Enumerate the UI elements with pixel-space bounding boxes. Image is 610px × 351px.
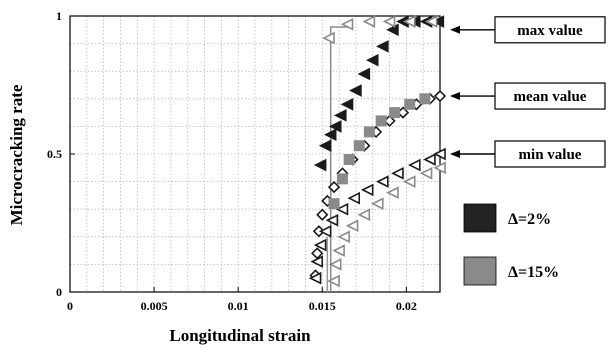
data-point: [375, 115, 387, 127]
x-tick-label: 0.005: [141, 299, 168, 313]
data-point: [328, 120, 342, 133]
y-axis-title: Microcracking rate: [7, 84, 26, 225]
data-point: [402, 15, 416, 28]
callouts: max value mean value min value: [450, 16, 606, 168]
data-point: [316, 208, 329, 221]
data-point: [389, 107, 401, 119]
callout-label: mean value: [514, 89, 587, 105]
data-point: [333, 109, 347, 122]
y-tick-label: 0: [56, 285, 62, 299]
callout-box: [494, 82, 606, 110]
x-tick-label: 0.01: [228, 299, 249, 313]
data-points: [308, 15, 447, 288]
x-tick-label: 0.015: [309, 299, 336, 313]
legend-label: Δ=2%: [508, 211, 551, 228]
data-point: [391, 167, 404, 180]
data-point: [325, 213, 339, 227]
data-point: [349, 84, 362, 97]
data-point: [322, 31, 335, 45]
data-point: [313, 158, 327, 172]
data-point: [340, 17, 354, 31]
callout-label: min value: [519, 147, 582, 163]
data-point: [347, 191, 361, 205]
data-point: [308, 271, 322, 285]
y-tick-label: 0.5: [47, 147, 62, 161]
data-point: [357, 67, 371, 81]
data-point: [310, 255, 324, 268]
data-point: [370, 197, 384, 210]
callout-label: max value: [517, 23, 583, 39]
data-point: [423, 153, 436, 166]
x-tick-label: 0.02: [396, 299, 417, 313]
data-point: [424, 15, 438, 28]
callout-box: [494, 16, 606, 44]
data-point: [419, 93, 431, 105]
data-point: [407, 158, 421, 172]
data-point: [318, 224, 332, 238]
data-point: [419, 167, 433, 180]
data-point: [353, 140, 365, 152]
data-point: [362, 15, 376, 28]
legend-label: Δ=15%: [508, 264, 559, 281]
data-point: [327, 180, 341, 194]
data-point: [328, 258, 342, 271]
data-point: [404, 98, 416, 110]
data-point: [365, 53, 379, 67]
x-axis-ticks: 0 0.005 0.01 0.015 0.02: [67, 287, 417, 313]
data-point: [363, 126, 375, 138]
data-point: [402, 175, 416, 188]
callout-arrow-head: [450, 92, 460, 101]
legend-swatch: [463, 203, 497, 233]
data-point: [335, 202, 349, 216]
data-point: [343, 154, 355, 166]
data-point: [332, 244, 345, 257]
data-point: [340, 98, 354, 111]
data-point: [357, 208, 371, 222]
data-point: [337, 230, 350, 244]
y-tick-label: 1: [56, 9, 62, 23]
data-point: [318, 139, 332, 153]
data-point: [382, 15, 396, 28]
data-point: [431, 15, 445, 28]
x-axis-title: Longitudinal strain: [169, 326, 311, 345]
data-point: [433, 161, 446, 175]
x-tick-label: 0: [67, 299, 73, 313]
data-point: [313, 238, 327, 252]
data-point: [336, 173, 348, 185]
data-point: [376, 40, 389, 53]
data-point: [327, 274, 340, 288]
data-point: [328, 198, 340, 210]
data-point: [345, 219, 359, 233]
legend-swatch: [463, 256, 497, 286]
data-point: [386, 23, 399, 37]
data-point: [433, 89, 447, 103]
grid: [70, 16, 440, 292]
callout-box: [494, 140, 606, 168]
data-point: [386, 186, 399, 199]
callout-arrow-head: [450, 25, 460, 34]
callout-arrow-head: [450, 150, 460, 158]
legend: Δ=2% Δ=15%: [463, 203, 559, 286]
y-axis-ticks: 00.51: [47, 9, 75, 299]
data-point: [376, 175, 389, 188]
data-point: [433, 147, 446, 161]
data-point: [360, 183, 374, 197]
data-point: [323, 128, 337, 141]
